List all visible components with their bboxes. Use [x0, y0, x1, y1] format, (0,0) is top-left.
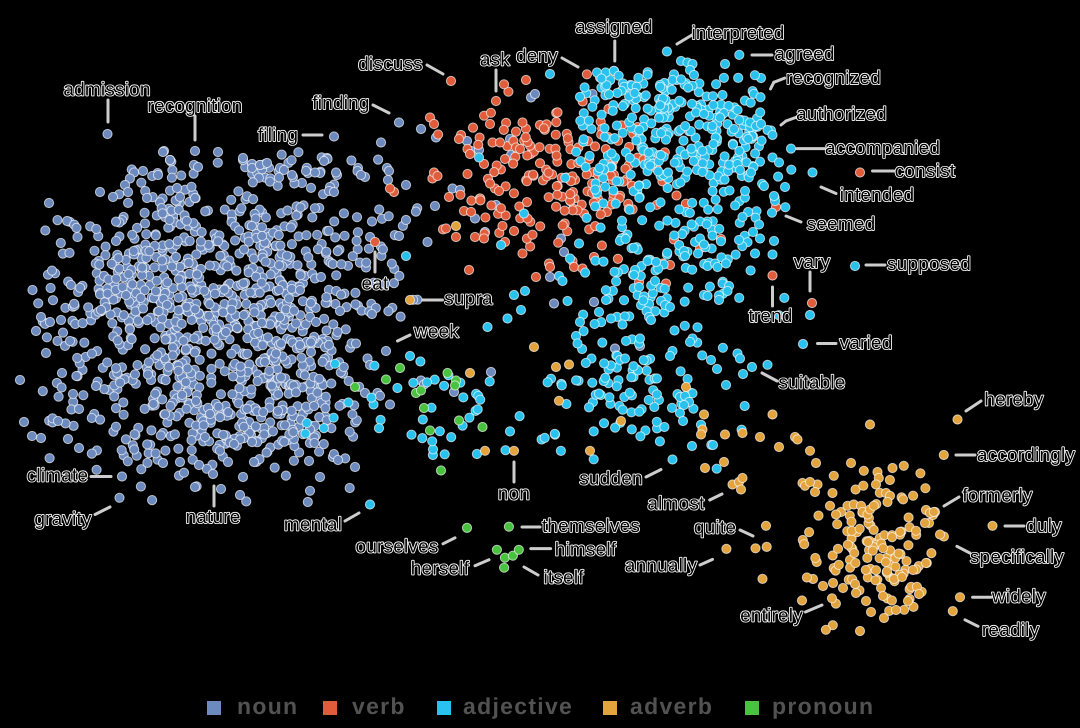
svg-text:adverb: adverb	[630, 693, 713, 719]
svg-text:vary: vary	[794, 252, 831, 273]
svg-text:verb: verb	[352, 693, 406, 719]
svg-text:suitable: suitable	[778, 373, 845, 394]
svg-text:recognized: recognized	[786, 68, 881, 89]
svg-text:varied: varied	[840, 333, 893, 354]
svg-text:quite: quite	[694, 518, 736, 539]
svg-text:discuss: discuss	[358, 54, 423, 75]
svg-text:themselves: themselves	[542, 516, 640, 537]
svg-text:widely: widely	[991, 587, 1046, 608]
svg-text:herself: herself	[411, 559, 470, 580]
svg-text:pronoun: pronoun	[772, 693, 874, 719]
svg-text:consist: consist	[895, 161, 956, 182]
svg-text:deny: deny	[516, 46, 558, 67]
svg-text:non: non	[498, 484, 530, 505]
svg-text:accordingly: accordingly	[977, 445, 1076, 466]
svg-text:seemed: seemed	[807, 214, 876, 235]
svg-text:noun: noun	[237, 693, 298, 719]
svg-text:almost: almost	[647, 494, 705, 515]
svg-text:hereby: hereby	[984, 390, 1044, 411]
svg-text:accompanied: accompanied	[825, 138, 940, 159]
svg-text:himself: himself	[555, 540, 617, 561]
svg-text:annually: annually	[625, 556, 698, 577]
svg-text:ask: ask	[480, 50, 510, 71]
svg-text:supra: supra	[444, 289, 493, 310]
svg-text:sudden: sudden	[579, 469, 643, 490]
svg-text:adjective: adjective	[463, 693, 573, 719]
svg-text:intended: intended	[840, 185, 915, 206]
svg-text:nature: nature	[185, 507, 240, 528]
svg-text:finding: finding	[312, 93, 369, 114]
svg-text:agreed: agreed	[774, 44, 834, 65]
svg-text:supposed: supposed	[887, 254, 971, 275]
svg-text:duly: duly	[1026, 516, 1062, 537]
svg-text:trend: trend	[748, 306, 792, 327]
svg-text:itself: itself	[543, 568, 584, 589]
svg-text:specifically: specifically	[970, 547, 1065, 568]
svg-text:authorized: authorized	[796, 104, 887, 125]
svg-text:formerly: formerly	[962, 486, 1033, 507]
svg-text:ourselves: ourselves	[355, 537, 438, 558]
svg-text:eat: eat	[361, 274, 389, 295]
svg-text:interpreted: interpreted	[691, 23, 784, 44]
svg-text:admission: admission	[63, 80, 150, 101]
svg-text:filing: filing	[258, 125, 298, 146]
svg-text:recognition: recognition	[147, 96, 242, 117]
svg-text:entirely: entirely	[740, 606, 803, 627]
svg-text:gravity: gravity	[34, 509, 92, 530]
svg-text:readily: readily	[982, 620, 1040, 641]
svg-text:assigned: assigned	[575, 17, 653, 38]
svg-text:climate: climate	[27, 466, 89, 487]
svg-text:mental: mental	[284, 515, 342, 536]
svg-text:week: week	[413, 322, 459, 343]
